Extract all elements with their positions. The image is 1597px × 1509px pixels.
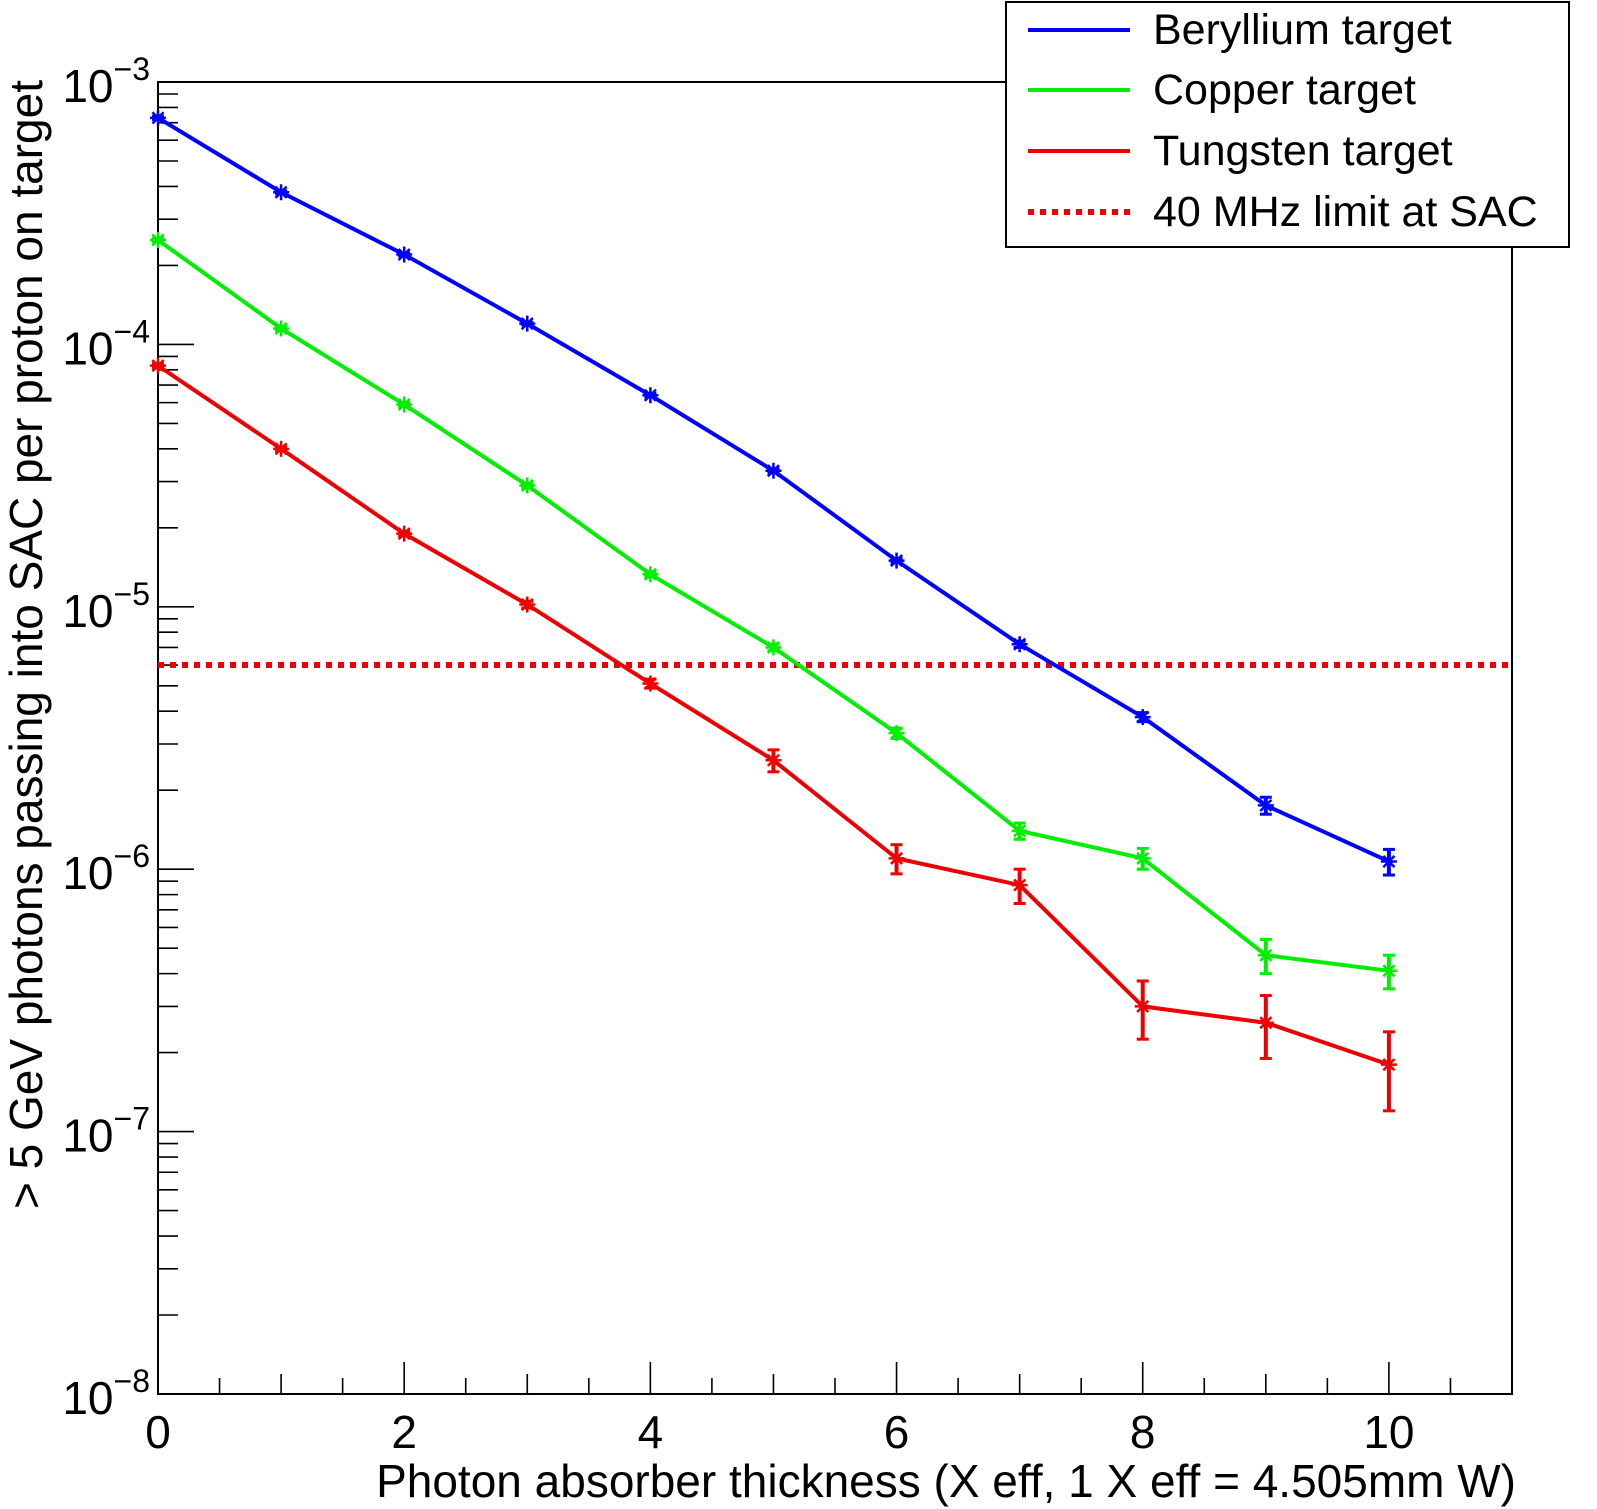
marker-stroke [766, 753, 780, 767]
marker-stroke [520, 478, 534, 492]
legend: Beryllium target Copper target Tungsten … [1005, 1, 1570, 248]
data-point-marker [396, 396, 413, 413]
marker-stroke [151, 359, 165, 373]
data-point-marker [1134, 850, 1151, 867]
data-point-marker [765, 752, 782, 769]
marker-stroke [520, 598, 534, 612]
data-point-marker [888, 725, 905, 742]
data-point-marker [642, 566, 659, 583]
marker-stroke [766, 640, 780, 654]
marker-stroke [397, 527, 411, 541]
data-point-marker [1257, 797, 1274, 814]
legend-label-beryllium: Beryllium target [1153, 6, 1452, 54]
data-point-marker [1011, 822, 1028, 839]
x-tick-label: 6 [884, 1406, 910, 1458]
x-tick-label: 4 [638, 1406, 664, 1458]
marker-stroke [1013, 824, 1027, 838]
legend-label-tungsten: Tungsten target [1153, 127, 1453, 175]
series-beryllium [150, 109, 1397, 877]
marker-stroke [1382, 855, 1396, 868]
data-point-marker [519, 315, 536, 332]
data-point-marker [273, 440, 290, 457]
data-point-marker [519, 477, 536, 494]
legend-label-40mhz-limit: 40 MHz limit at SAC [1153, 188, 1538, 236]
y-tick-label: 10−3 [62, 51, 150, 112]
data-series [150, 109, 1397, 1113]
marker-stroke [766, 464, 780, 478]
data-point-marker [1380, 853, 1397, 870]
marker-stroke [643, 677, 657, 691]
marker-stroke [1259, 1016, 1273, 1030]
marker-stroke [1013, 637, 1027, 651]
legend-label-copper: Copper target [1153, 66, 1416, 114]
data-point-marker [888, 850, 905, 867]
data-point-marker [1380, 962, 1397, 979]
data-point-marker [150, 357, 166, 374]
x-tick-label: 8 [1130, 1406, 1156, 1458]
marker-stroke [397, 398, 411, 412]
marker-stroke [643, 567, 657, 581]
marker-stroke [1136, 851, 1150, 865]
marker-stroke [1382, 964, 1396, 978]
data-point-marker [396, 246, 413, 263]
data-point-marker [1011, 636, 1028, 653]
series-tungsten [150, 357, 1397, 1113]
data-point-marker [519, 596, 536, 613]
data-point-marker [273, 320, 290, 337]
x-tick-label: 10 [1363, 1406, 1414, 1458]
data-point-marker [396, 525, 413, 542]
x-axis-title: Photon absorber thickness (X eff, 1 X ef… [376, 1455, 1516, 1507]
data-point-marker [1380, 1056, 1397, 1073]
data-point-marker [765, 462, 782, 479]
data-point-marker [1257, 947, 1274, 964]
marker-stroke [890, 851, 904, 865]
data-point-marker [150, 231, 166, 248]
data-point-marker [642, 675, 659, 692]
data-point-marker [150, 109, 166, 126]
marker-stroke [1013, 878, 1027, 892]
y-tick-label: 10−4 [62, 313, 150, 374]
y-axis-title: > 5 GeV photons passing into SAC per pro… [0, 80, 52, 1209]
marker-stroke [397, 248, 411, 262]
marker-stroke [1259, 948, 1273, 962]
axis-ticks: 0 2 4 6 8 10 10−8 10−7 10−6 10−5 10−4 10−3 [62, 51, 1513, 1458]
data-point-marker [1011, 877, 1028, 894]
marker-stroke [890, 554, 904, 568]
marker-stroke [274, 321, 288, 335]
data-point-marker [765, 639, 782, 656]
data-point-marker [642, 387, 659, 404]
legend-box [1005, 1, 1570, 248]
marker-stroke [1259, 798, 1273, 812]
marker-stroke [151, 111, 165, 125]
marker-stroke [520, 317, 534, 331]
x-tick-label: 0 [145, 1406, 171, 1458]
data-point-marker [273, 184, 290, 201]
marker-stroke [1136, 710, 1150, 724]
data-point-marker [888, 552, 905, 569]
data-point-marker [1134, 709, 1151, 726]
x-tick-label: 2 [391, 1406, 417, 1458]
marker-stroke [274, 185, 288, 199]
y-tick-label: 10−8 [62, 1363, 150, 1424]
data-point-marker [1257, 1014, 1274, 1031]
y-tick-label: 10−5 [62, 576, 150, 637]
series-copper [150, 231, 1397, 991]
marker-stroke [643, 388, 657, 402]
marker-stroke [890, 726, 904, 740]
marker-stroke [1382, 1058, 1396, 1072]
marker-stroke [274, 442, 288, 456]
marker-stroke [151, 233, 165, 247]
y-tick-label: 10−6 [62, 838, 150, 899]
marker-stroke [1136, 999, 1150, 1013]
y-tick-label: 10−7 [62, 1101, 150, 1162]
data-point-marker [1134, 998, 1151, 1015]
